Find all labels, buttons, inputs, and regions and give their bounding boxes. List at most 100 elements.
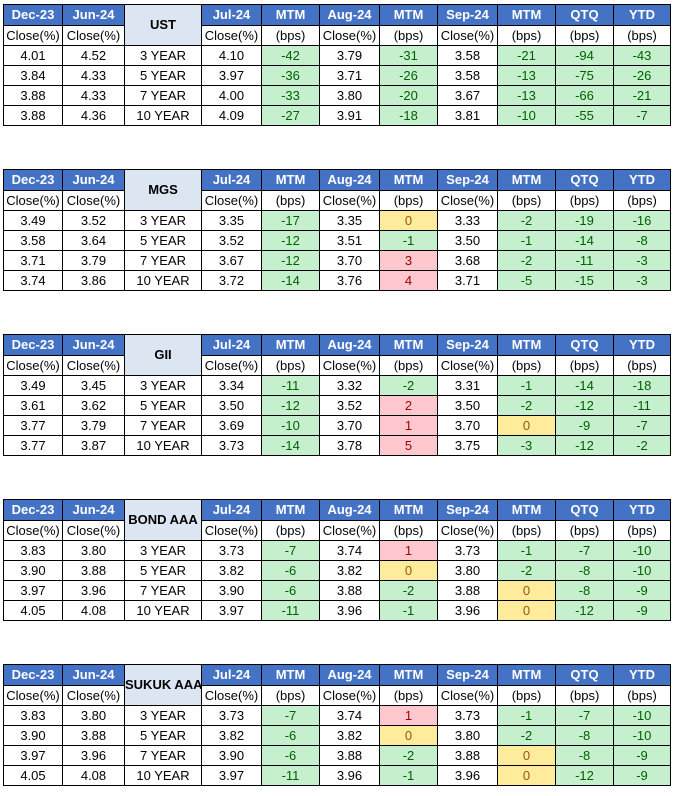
qtq-cell: -8 bbox=[555, 580, 614, 601]
table-name: BOND AAA bbox=[124, 499, 202, 541]
table-name: GII bbox=[124, 334, 202, 376]
table-row: 3.49 3.52 3 YEAR 3.35 -17 3.35 0 3.33 -2 -19 -16 bbox=[3, 210, 671, 231]
header-aug24: Aug-24 bbox=[319, 334, 380, 356]
table-row: 4.01 4.52 3 YEAR 4.10 -42 3.79 -31 3.58 -21 -94 -4… bbox=[3, 45, 671, 66]
qtq-cell: -75 bbox=[555, 65, 614, 86]
tenor-cell: 10 YEAR bbox=[124, 600, 202, 621]
table-row: 3.97 3.96 7 YEAR 3.90 -6 3.88 -2 3.88 0 -8 -9 bbox=[3, 580, 671, 601]
sep24-close-cell: 3.50 bbox=[437, 230, 498, 251]
sep24-close-cell: 3.96 bbox=[437, 600, 498, 621]
ytd-cell: -18 bbox=[613, 375, 671, 396]
table-row: 3.83 3.80 3 YEAR 3.73 -7 3.74 1 3.73 -1 -7 -10 bbox=[3, 540, 671, 561]
mtm-sep-cell: -1 bbox=[497, 705, 556, 726]
header-ytd: YTD bbox=[613, 4, 671, 26]
header-mtm: MTM bbox=[497, 334, 556, 356]
table-row: 3.61 3.62 5 YEAR 3.50 -12 3.52 2 3.50 -2 -12 -11 bbox=[3, 395, 671, 416]
subheader-row: Close(%) Close(%) Close(%) (bps) Close(%) (bp… bbox=[3, 355, 671, 376]
ytd-cell: -7 bbox=[613, 105, 671, 126]
jun24-close-cell: 3.96 bbox=[62, 745, 125, 766]
mtm-jul-cell: -6 bbox=[261, 725, 320, 746]
tenor-cell: 10 YEAR bbox=[124, 765, 202, 786]
qtq-cell: -14 bbox=[555, 230, 614, 251]
table-row: 3.49 3.45 3 YEAR 3.34 -11 3.32 -2 3.31 -1 -14 -18 bbox=[3, 375, 671, 396]
header-jun24: Jun-24 bbox=[62, 334, 125, 356]
jul24-close-cell: 3.73 bbox=[201, 435, 262, 456]
jun24-close-cell: 4.52 bbox=[62, 45, 125, 66]
jun24-close-cell: 3.80 bbox=[62, 540, 125, 561]
mtm-aug-cell: 0 bbox=[379, 725, 438, 746]
subheader-bps: (bps) bbox=[613, 190, 671, 211]
qtq-cell: -12 bbox=[555, 600, 614, 621]
header-dec23: Dec-23 bbox=[3, 499, 63, 521]
tenor-cell: 5 YEAR bbox=[124, 560, 202, 581]
ytd-cell: -7 bbox=[613, 415, 671, 436]
header-sep24: Sep-24 bbox=[437, 169, 498, 191]
jul24-close-cell: 3.35 bbox=[201, 210, 262, 231]
header-mtm: MTM bbox=[497, 499, 556, 521]
sep24-close-cell: 3.88 bbox=[437, 580, 498, 601]
jul24-close-cell: 3.97 bbox=[201, 65, 262, 86]
subheader-row: Close(%) Close(%) Close(%) (bps) Close(%) (bp… bbox=[3, 520, 671, 541]
mtm-jul-cell: -12 bbox=[261, 230, 320, 251]
tenor-cell: 7 YEAR bbox=[124, 745, 202, 766]
sep24-close-cell: 3.58 bbox=[437, 45, 498, 66]
dec23-close-cell: 3.97 bbox=[3, 580, 63, 601]
subheader-bps: (bps) bbox=[497, 355, 556, 376]
header-jul24: Jul-24 bbox=[201, 4, 262, 26]
aug24-close-cell: 3.70 bbox=[319, 415, 380, 436]
header-mtm: MTM bbox=[379, 4, 438, 26]
subheader-bps: (bps) bbox=[555, 685, 614, 706]
mtm-aug-cell: 4 bbox=[379, 270, 438, 291]
subheader-close: Close(%) bbox=[437, 685, 498, 706]
header-aug24: Aug-24 bbox=[319, 664, 380, 686]
subheader-close: Close(%) bbox=[3, 520, 63, 541]
ytd-cell: -10 bbox=[613, 560, 671, 581]
qtq-cell: -66 bbox=[555, 85, 614, 106]
sep24-close-cell: 3.80 bbox=[437, 725, 498, 746]
jun24-close-cell: 3.86 bbox=[62, 270, 125, 291]
table-row: 3.83 3.80 3 YEAR 3.73 -7 3.74 1 3.73 -1 -7 -10 bbox=[3, 705, 671, 726]
jun24-close-cell: 3.79 bbox=[62, 250, 125, 271]
tenor-cell: 3 YEAR bbox=[124, 210, 202, 231]
dec23-close-cell: 4.05 bbox=[3, 600, 63, 621]
subheader-bps: (bps) bbox=[379, 25, 438, 46]
subheader-close: Close(%) bbox=[319, 355, 380, 376]
mtm-jul-cell: -11 bbox=[261, 375, 320, 396]
dec23-close-cell: 3.77 bbox=[3, 415, 63, 436]
jul24-close-cell: 3.34 bbox=[201, 375, 262, 396]
tenor-cell: 10 YEAR bbox=[124, 435, 202, 456]
qtq-cell: -7 bbox=[555, 705, 614, 726]
jul24-close-cell: 3.52 bbox=[201, 230, 262, 251]
aug24-close-cell: 3.52 bbox=[319, 395, 380, 416]
ytd-cell: -3 bbox=[613, 270, 671, 291]
aug24-close-cell: 3.88 bbox=[319, 745, 380, 766]
header-jun24: Jun-24 bbox=[62, 169, 125, 191]
mtm-aug-cell: 1 bbox=[379, 705, 438, 726]
header-mtm: MTM bbox=[379, 169, 438, 191]
mtm-aug-cell: -31 bbox=[379, 45, 438, 66]
mtm-jul-cell: -36 bbox=[261, 65, 320, 86]
aug24-close-cell: 3.91 bbox=[319, 105, 380, 126]
header-jul24: Jul-24 bbox=[201, 334, 262, 356]
header-jul24: Jul-24 bbox=[201, 169, 262, 191]
subheader-close: Close(%) bbox=[437, 355, 498, 376]
subheader-close: Close(%) bbox=[437, 25, 498, 46]
jul24-close-cell: 3.73 bbox=[201, 705, 262, 726]
mtm-jul-cell: -7 bbox=[261, 540, 320, 561]
mgs-yield-table: Dec-23 Jun-24 MGS Jul-24 MTM Aug-24 MTM Sep-24 M… bbox=[3, 169, 671, 291]
qtq-cell: -55 bbox=[555, 105, 614, 126]
subheader-close: Close(%) bbox=[201, 190, 262, 211]
jul24-close-cell: 3.69 bbox=[201, 415, 262, 436]
subheader-close: Close(%) bbox=[62, 190, 125, 211]
header-qtq: QTQ bbox=[555, 499, 614, 521]
header-mtm: MTM bbox=[497, 664, 556, 686]
dec23-close-cell: 3.83 bbox=[3, 540, 63, 561]
dec23-close-cell: 3.97 bbox=[3, 745, 63, 766]
subheader-bps: (bps) bbox=[379, 190, 438, 211]
ytd-cell: -9 bbox=[613, 580, 671, 601]
mtm-sep-cell: 0 bbox=[497, 600, 556, 621]
jul24-close-cell: 3.90 bbox=[201, 745, 262, 766]
mtm-jul-cell: -27 bbox=[261, 105, 320, 126]
subheader-close: Close(%) bbox=[201, 25, 262, 46]
mtm-aug-cell: 0 bbox=[379, 210, 438, 231]
